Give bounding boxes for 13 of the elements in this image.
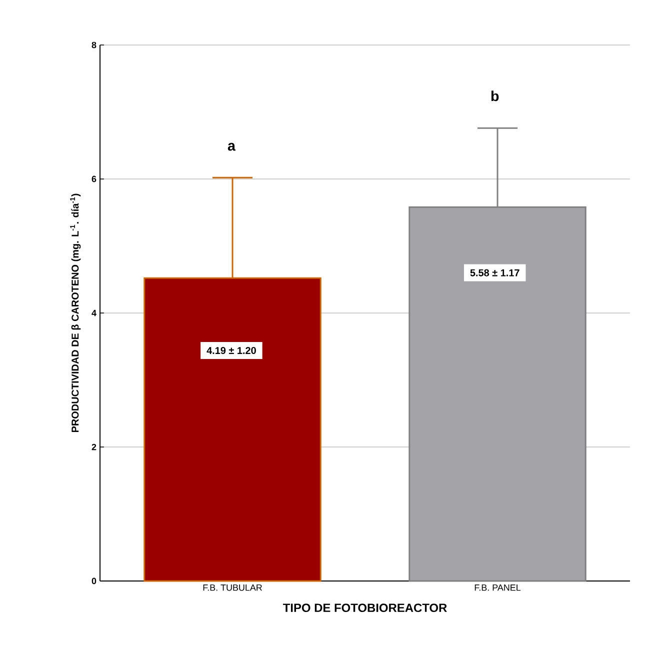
x-tick-label: F.B. PANEL: [474, 584, 521, 591]
y-tick-label: 6: [92, 176, 96, 182]
y-tick-label: 2: [92, 444, 96, 450]
annotation: 5.58 ± 1.17: [470, 269, 520, 276]
y-tick-label: 8: [92, 42, 96, 48]
y-axis-title: PRODUCTIVIDAD DE β CAROTENO (mg. L$^{-1}$. día$^{-1}$): [70, 194, 81, 432]
annotation: b: [491, 90, 499, 102]
y-tick-label: 4: [92, 310, 96, 316]
x-tick-label: F.B. TUBULAR: [203, 584, 262, 591]
annotation: a: [228, 142, 236, 151]
annotation: 4.19 ± 1.20: [206, 346, 256, 354]
x-axis-title: TIPO DE FOTOBIOREACTOR: [283, 604, 447, 612]
y-tick-label: 0: [92, 578, 96, 584]
